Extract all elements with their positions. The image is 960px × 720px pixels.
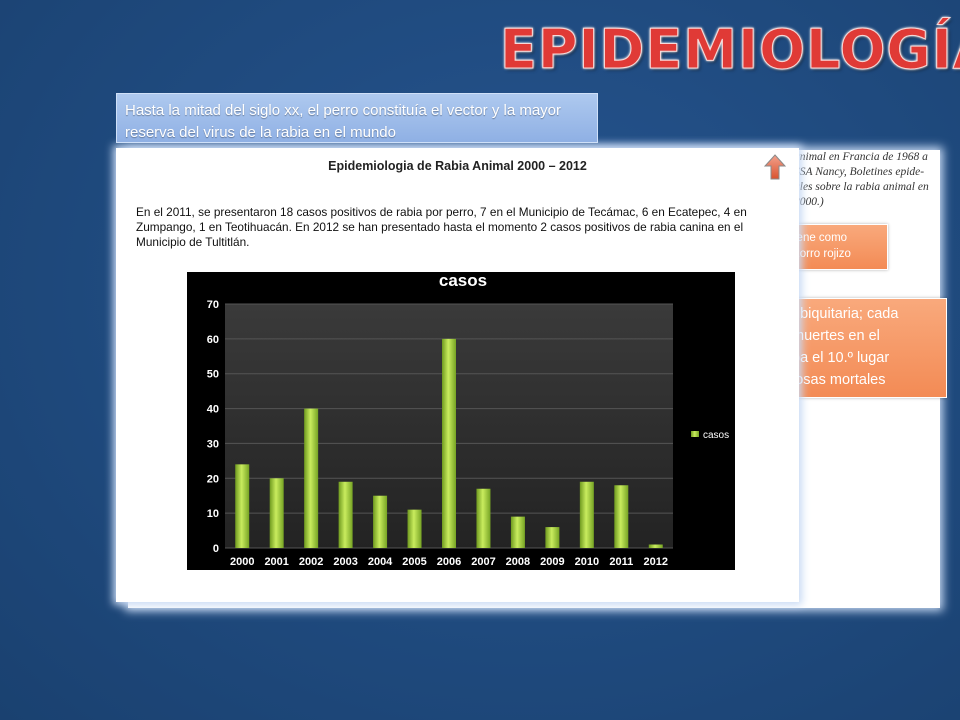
big-callout-line: muertes en el	[792, 328, 880, 344]
x-tick-label: 2002	[299, 556, 323, 568]
book-line: 2000.)	[794, 196, 824, 208]
bar-2007	[476, 488, 491, 548]
bar-2002	[304, 408, 319, 548]
y-tick-label: 40	[207, 404, 219, 416]
bar-2001	[269, 478, 284, 548]
y-tick-label: 10	[207, 508, 219, 520]
bar-2004	[373, 495, 388, 548]
x-tick-label: 2003	[333, 556, 357, 568]
x-tick-label: 2006	[437, 556, 461, 568]
bar-2000	[235, 464, 250, 548]
book-excerpt: animal en Francia de 1968 a SSA Nancy, B…	[788, 150, 938, 216]
x-tick-label: 2005	[402, 556, 426, 568]
legend-label: casos	[703, 430, 729, 441]
legend-swatch	[691, 431, 699, 437]
book-line: SSA Nancy, Boletines epide-	[794, 166, 925, 178]
bar-2003	[338, 481, 353, 548]
x-tick-label: 2001	[264, 556, 288, 568]
y-tick-label: 0	[213, 543, 219, 555]
book-line: ales sobre la rabia animal en	[794, 181, 929, 193]
chart-title: casos	[439, 272, 487, 290]
panel-body-text: En el 2011, se presentaron 18 casos posi…	[136, 205, 747, 249]
bar-2010	[579, 481, 594, 548]
small-callout-line: zorro rojizo	[794, 248, 851, 260]
big-callout-line: ba el 10.º lugar	[792, 350, 890, 366]
slide-title: EPIDEMIOLOGÍA	[500, 18, 960, 82]
bar-2005	[407, 509, 422, 548]
bar-2011	[614, 485, 629, 548]
book-line: animal en Francia de 1968 a	[794, 151, 928, 163]
up-arrow-icon[interactable]	[764, 154, 786, 180]
small-callout-line: iene como	[794, 232, 848, 244]
y-tick-label: 30	[207, 438, 219, 450]
x-tick-label: 2012	[644, 556, 668, 568]
small-callout: iene como zorro rojizo	[790, 224, 888, 270]
x-tick-label: 2011	[609, 556, 633, 568]
x-tick-label: 2008	[506, 556, 530, 568]
big-callout: ubiquitaria; cada muertes en el ba el 10…	[790, 298, 947, 398]
intro-note: Hasta la mitad del siglo xx, el perro co…	[116, 93, 598, 143]
y-tick-label: 20	[207, 473, 219, 485]
x-tick-label: 2010	[575, 556, 599, 568]
x-tick-label: 2004	[368, 556, 393, 568]
big-callout-line: iosas mortales	[792, 372, 886, 388]
y-tick-label: 70	[207, 299, 219, 311]
bar-2006	[442, 338, 456, 548]
x-tick-label: 2009	[540, 556, 564, 568]
y-tick-label: 60	[207, 334, 219, 346]
panel-title: Epidemiologia de Rabia Animal 2000 – 201…	[328, 159, 587, 173]
bar-2008	[510, 516, 525, 548]
bar-2009	[545, 527, 560, 548]
bar-2012	[648, 544, 663, 548]
cases-bar-chart: casos 0 10 20 30 40 50 60 70 2000 2001 2002 2003 20…	[187, 272, 735, 570]
front-panel: Epidemiologia de Rabia Animal 2000 – 201…	[116, 148, 799, 602]
x-tick-label: 2007	[471, 556, 495, 568]
big-callout-line: ubiquitaria; cada	[792, 306, 899, 322]
y-tick-label: 50	[207, 369, 219, 381]
x-tick-label: 2000	[230, 556, 254, 568]
